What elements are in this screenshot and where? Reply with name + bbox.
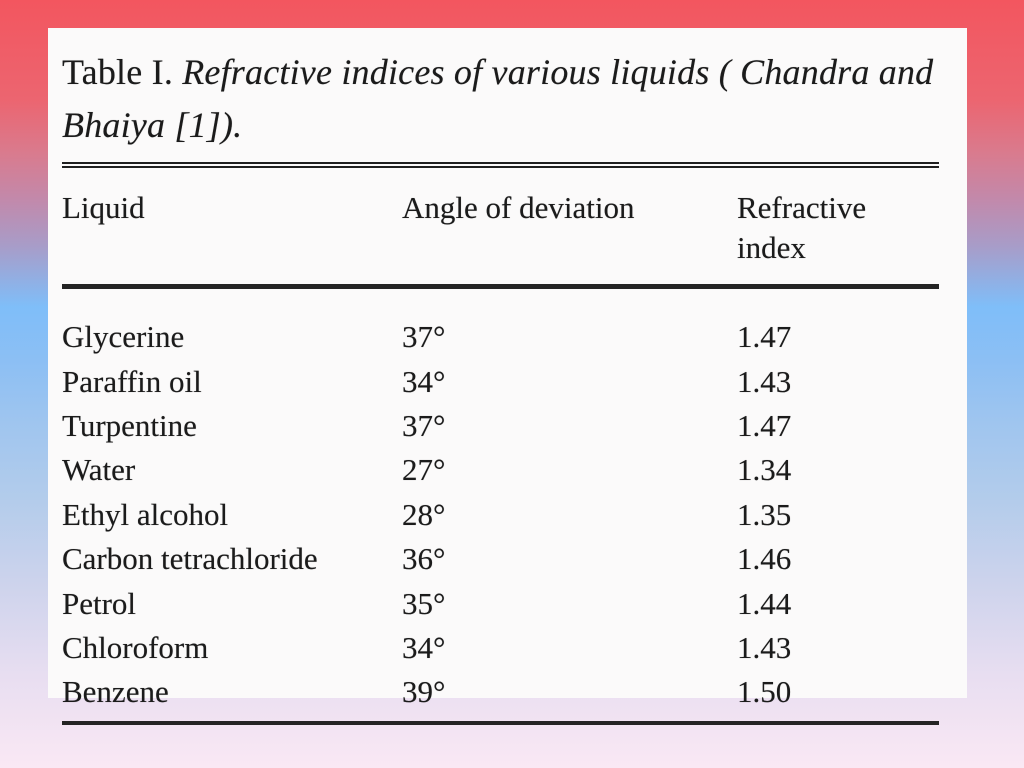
index-cell: 1.50 <box>737 674 792 710</box>
table-title: Table I. Refractive indices of various l… <box>62 46 939 152</box>
angle-cell: 34° <box>402 363 446 399</box>
angle-cell: 34° <box>402 629 446 665</box>
index-cell: 1.47 <box>737 407 792 443</box>
table-title-line2: Bhaiya [1]). <box>62 105 243 145</box>
table-title-line1: Refractive indices of various liquids ( … <box>182 52 934 92</box>
table-row: Carbon tetrachloride 36° 1.46 <box>62 537 939 581</box>
header-rule <box>62 284 939 289</box>
table-row: Ethyl alcohol 28° 1.35 <box>62 493 939 537</box>
table-row: Benzene 39° 1.50 <box>62 670 939 714</box>
table-row: Turpentine 37° 1.47 <box>62 404 939 448</box>
angle-cell: 36° <box>402 541 446 577</box>
index-cell: 1.44 <box>737 585 792 621</box>
angle-cell: 28° <box>402 496 446 532</box>
liquid-cell: Chloroform <box>62 629 209 665</box>
angle-cell: 37° <box>402 319 446 355</box>
table-row: Paraffin oil 34° 1.43 <box>62 359 939 403</box>
index-cell: 1.34 <box>737 452 792 488</box>
index-cell: 1.35 <box>737 496 792 532</box>
index-cell: 1.43 <box>737 363 792 399</box>
liquid-cell: Water <box>62 452 136 488</box>
column-header-index: Refractive index <box>737 190 867 265</box>
title-double-rule <box>62 162 939 168</box>
angle-cell: 35° <box>402 585 446 621</box>
angle-cell: 27° <box>402 452 446 488</box>
liquid-cell: Glycerine <box>62 319 185 355</box>
column-header-angle: Angle of deviation <box>402 190 635 225</box>
table-row: Water 27° 1.34 <box>62 448 939 492</box>
angle-cell: 37° <box>402 407 446 443</box>
angle-cell: 39° <box>402 674 446 710</box>
liquid-cell: Ethyl alcohol <box>62 496 229 532</box>
table-body: Glycerine 37° 1.47 Paraffin oil 34° 1.43 Turpe… <box>62 315 939 715</box>
column-header-liquid: Liquid <box>62 190 145 225</box>
table-row: Glycerine 37° 1.47 <box>62 315 939 359</box>
table-card: Table I. Refractive indices of various l… <box>48 28 967 726</box>
table-title-label: Table I. <box>62 52 174 92</box>
table-header-row: Liquid Angle of deviation Refractive ind… <box>62 188 939 268</box>
table-row: Petrol 35° 1.44 <box>62 581 939 625</box>
liquid-cell: Turpentine <box>62 407 197 443</box>
table-row: Chloroform 34° 1.43 <box>62 626 939 670</box>
liquid-cell: Benzene <box>62 674 169 710</box>
index-cell: 1.43 <box>737 629 792 665</box>
liquid-cell: Petrol <box>62 585 137 621</box>
liquid-cell: Paraffin oil <box>62 363 202 399</box>
bottom-rule <box>62 720 939 726</box>
index-cell: 1.47 <box>737 319 792 355</box>
liquid-cell: Carbon tetrachloride <box>62 541 318 577</box>
index-cell: 1.46 <box>737 541 792 577</box>
